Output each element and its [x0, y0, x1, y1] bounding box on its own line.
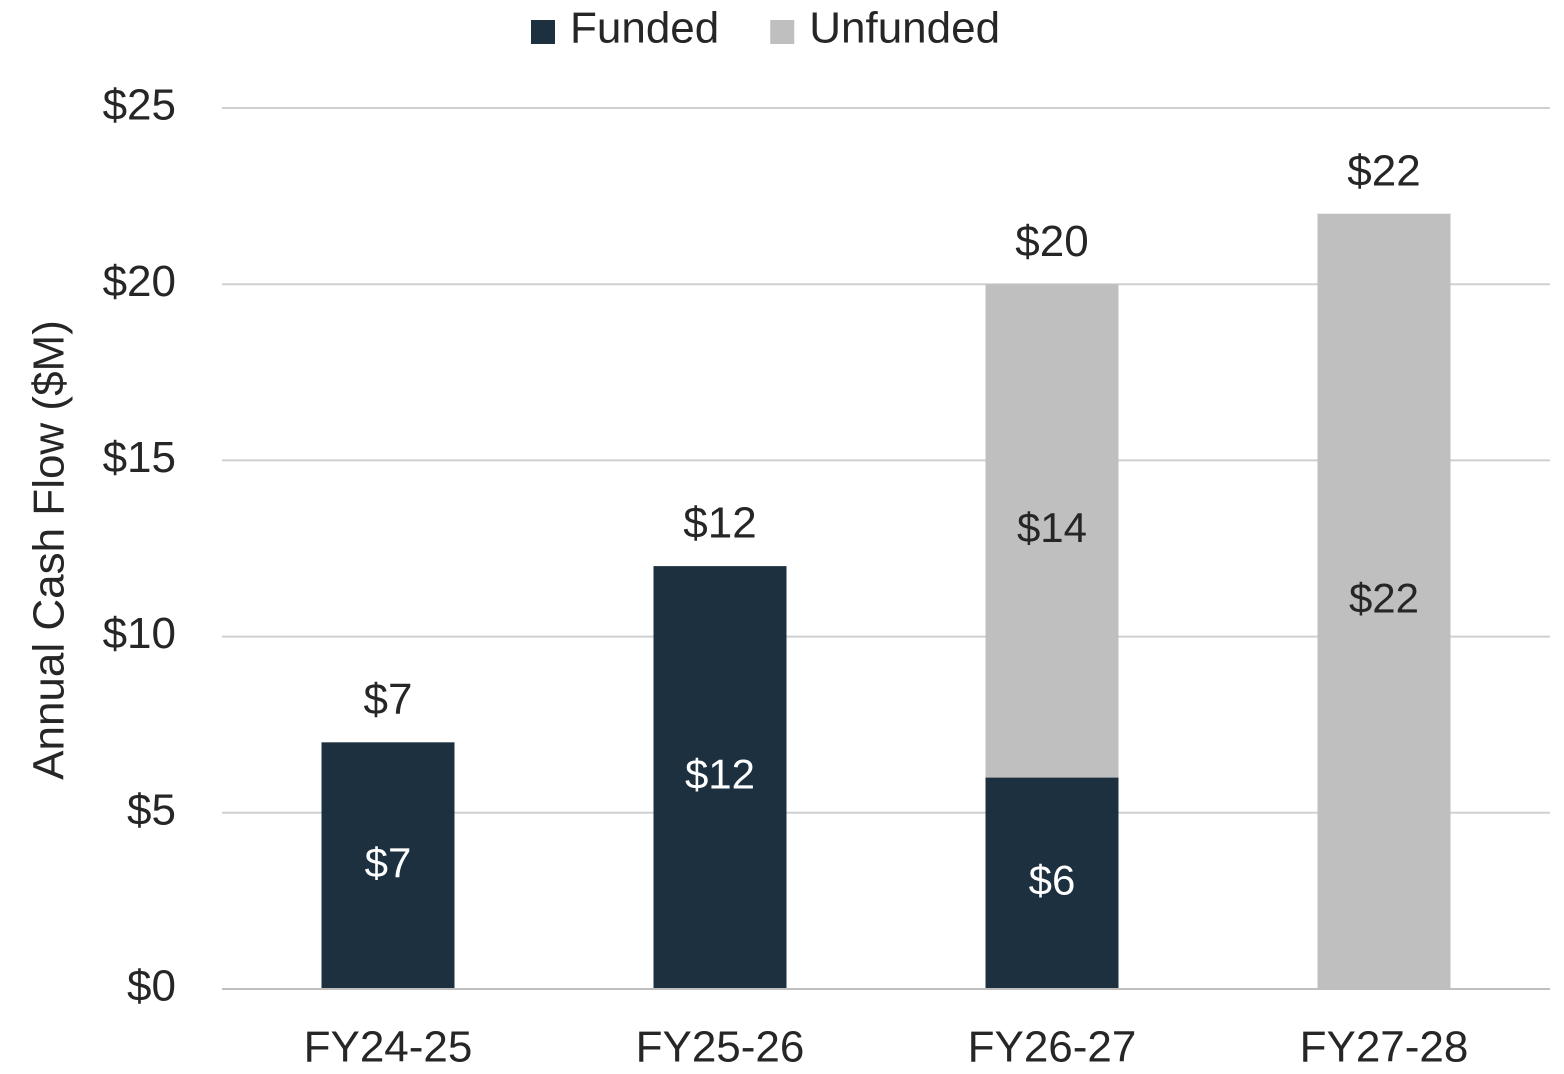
- y-tick-label: $10: [103, 609, 176, 658]
- legend-label: Unfunded: [809, 4, 1000, 53]
- y-tick-label: $5: [127, 785, 176, 834]
- legend-label: Funded: [570, 4, 719, 53]
- bar-segment: [653, 566, 787, 989]
- legend-swatch: [531, 20, 555, 44]
- total-label: $12: [683, 499, 756, 548]
- y-tick-label: $25: [103, 81, 176, 130]
- y-axis-label: Annual Cash Flow ($M): [25, 320, 74, 780]
- total-label: $20: [1015, 217, 1088, 266]
- legend-swatch: [770, 20, 795, 44]
- y-tick-label: $20: [103, 257, 176, 306]
- data-label: $14: [1017, 504, 1087, 551]
- total-label: $22: [1347, 146, 1420, 195]
- x-tick-label: FY24-25: [304, 1023, 473, 1072]
- data-label: $6: [1029, 856, 1076, 903]
- data-label: $7: [365, 839, 412, 886]
- bar-segment: [321, 742, 455, 989]
- x-tick-label: FY27-28: [1300, 1023, 1469, 1072]
- bar-segment: [985, 284, 1119, 778]
- data-label: $12: [685, 751, 755, 798]
- data-label: $22: [1349, 574, 1419, 621]
- bar-segment: [1317, 213, 1451, 990]
- bar-segment: [985, 777, 1119, 989]
- total-label: $7: [364, 675, 413, 724]
- y-tick-label: $15: [103, 433, 176, 482]
- y-tick-label: $0: [127, 962, 176, 1011]
- x-tick-label: FY25-26: [636, 1023, 805, 1072]
- x-tick-label: FY26-27: [968, 1023, 1137, 1072]
